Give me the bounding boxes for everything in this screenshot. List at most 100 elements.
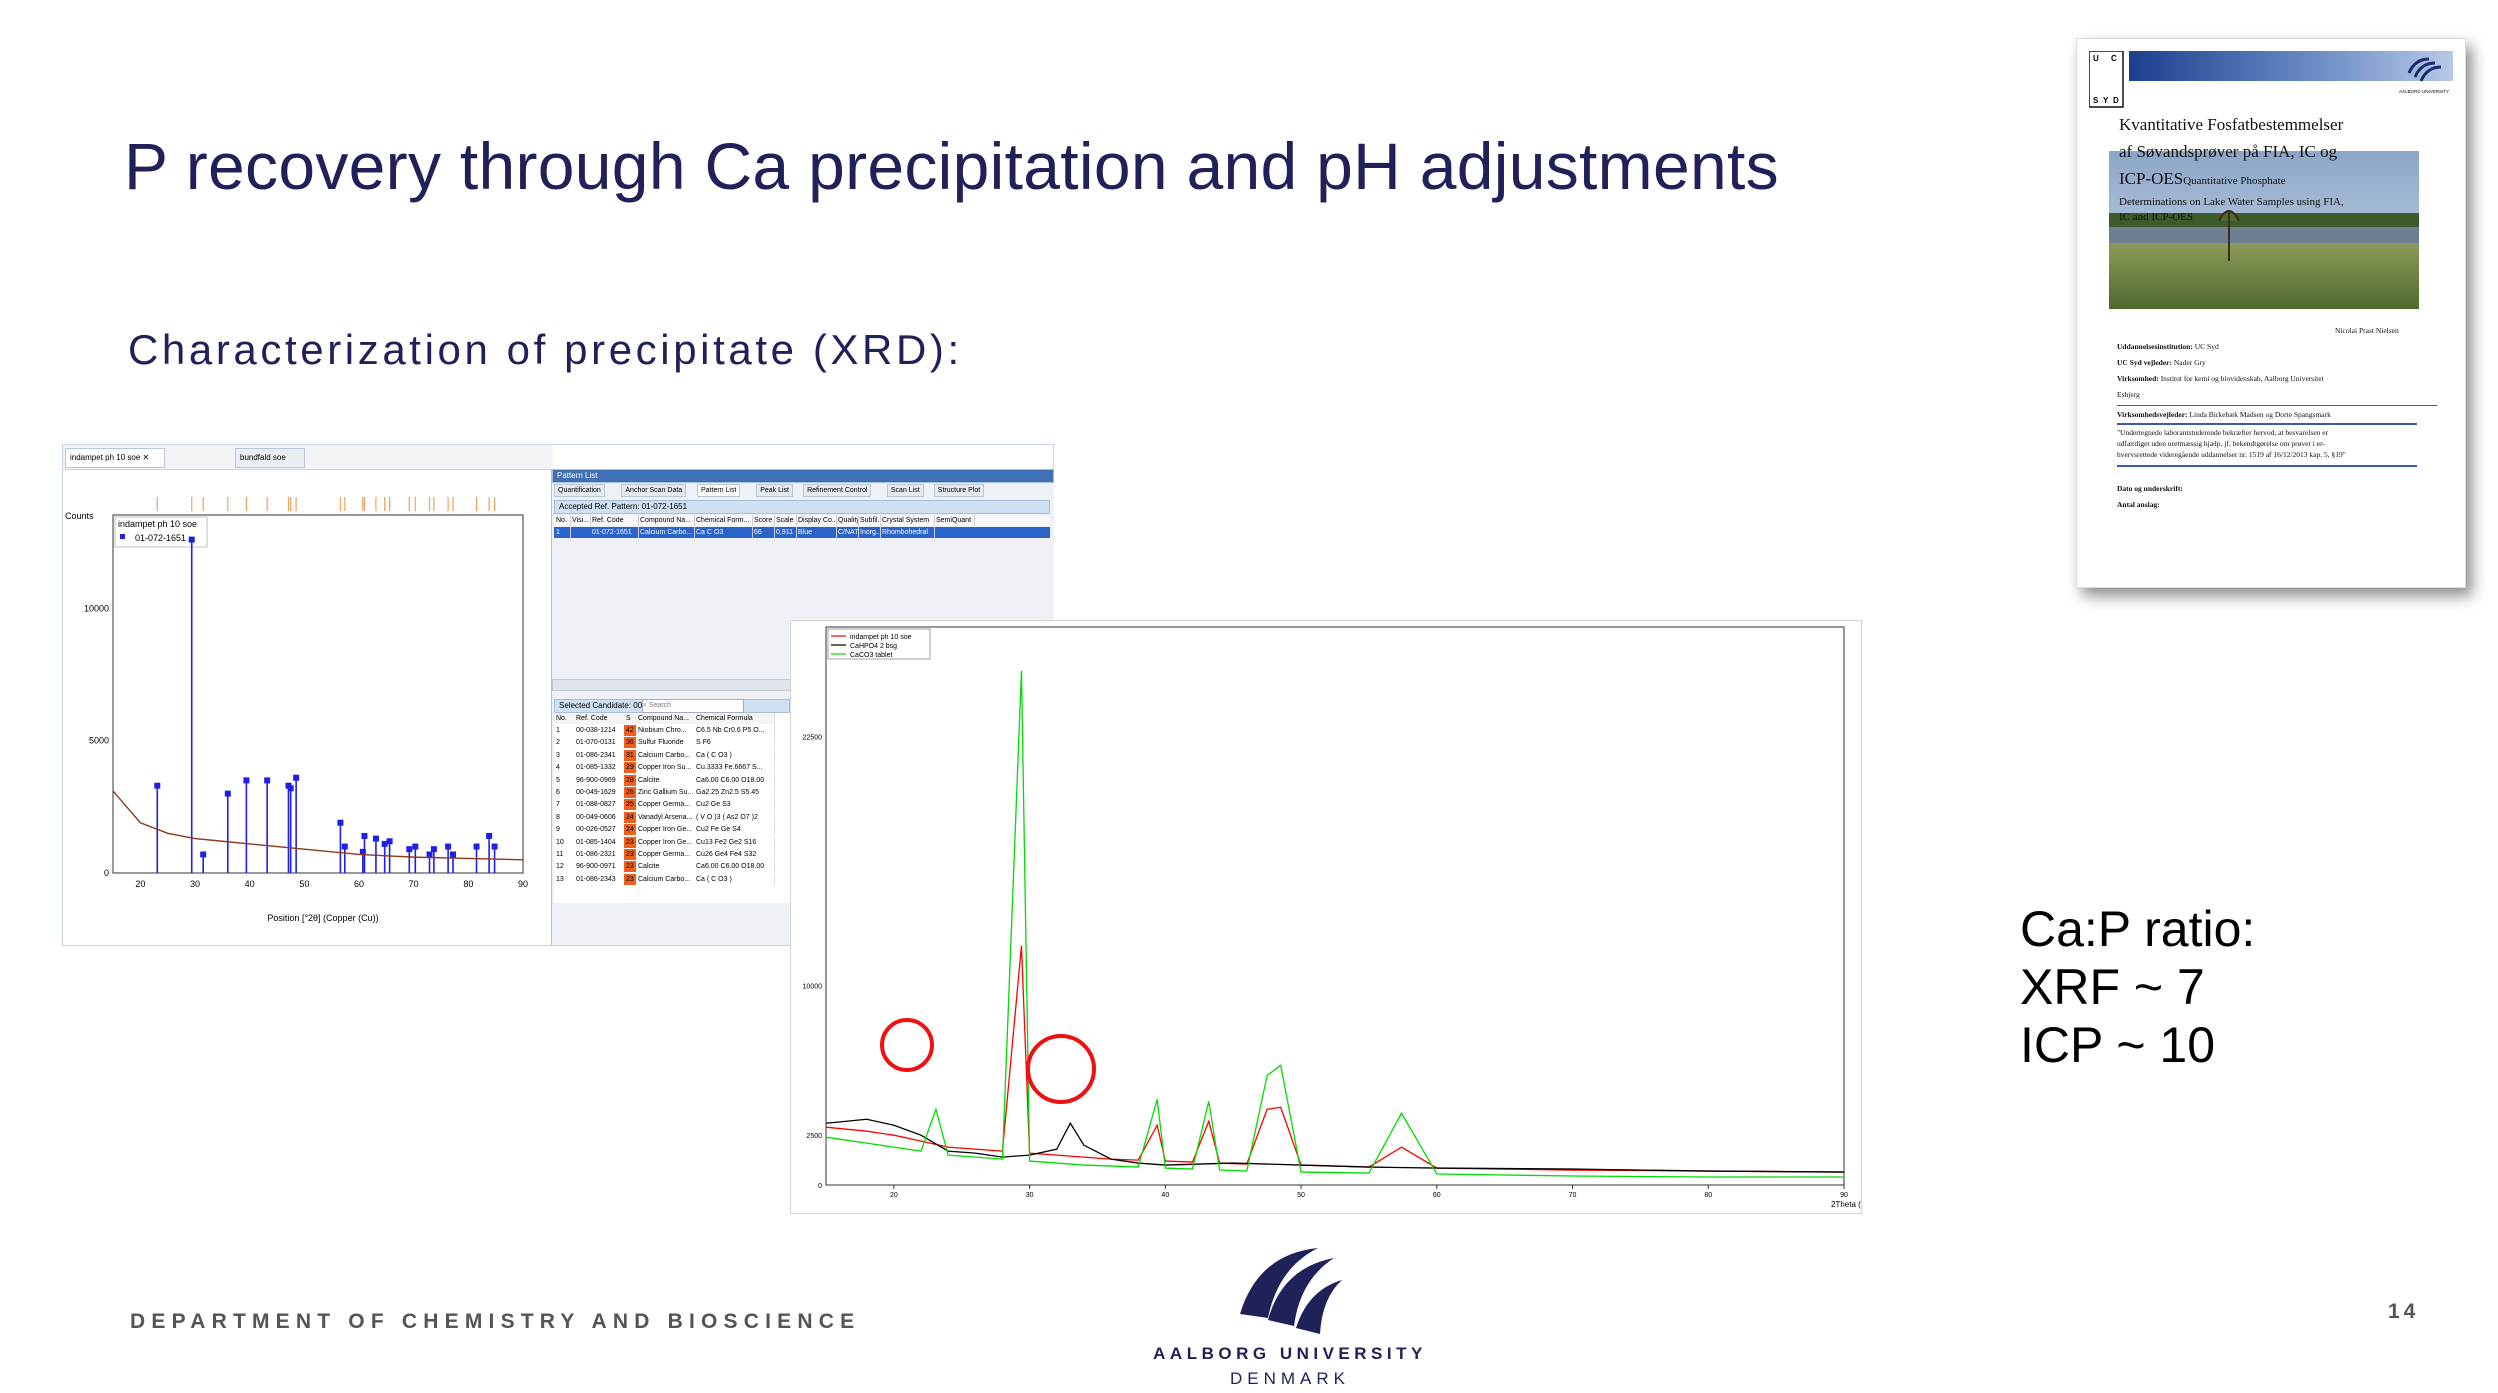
x-tick-label: 20 bbox=[890, 1192, 898, 1199]
column-header[interactable]: Ref. Code bbox=[574, 713, 625, 724]
y-tick-label: 0 bbox=[818, 1183, 822, 1190]
x-tick-label: 90 bbox=[1840, 1192, 1848, 1199]
x-tick-label: 80 bbox=[463, 879, 473, 889]
column-header: Quality bbox=[838, 515, 859, 526]
thesis-brand-small: AALBORG UNIVERSITY bbox=[2399, 89, 2449, 94]
table-cell: Copper Iron Ge... bbox=[636, 836, 695, 848]
search-icon: ⌕ bbox=[643, 702, 649, 709]
y-tick-label: 0 bbox=[104, 868, 109, 878]
table-cell: 00-049-1629 bbox=[574, 787, 625, 798]
table-cell: 01-086-2343 bbox=[574, 873, 625, 885]
panel-tab[interactable]: Quantification bbox=[554, 484, 605, 497]
table-cell: 4 bbox=[554, 762, 575, 774]
lake-landscape-photo bbox=[2109, 151, 2419, 309]
ratio-icp: ICP ~ 10 bbox=[2020, 1017, 2216, 1073]
table-cell: 01-086-2341 bbox=[574, 749, 625, 761]
overlay-legend: indampet ph 10 soe CaHPO4 2 bsg CaCO3 tabl… bbox=[827, 628, 931, 660]
candidate-table: No. Ref. Code S Compound Na... Chemical Form… bbox=[554, 713, 794, 903]
tab-scan-bundfald[interactable]: bundfald soe bbox=[235, 448, 305, 468]
reference-peak-marker bbox=[188, 536, 195, 543]
table-cell: 12 bbox=[554, 861, 575, 873]
reference-peak-marker bbox=[154, 782, 161, 789]
panel-tab[interactable]: Refinement Control bbox=[803, 484, 872, 497]
reference-peak-marker bbox=[287, 785, 294, 792]
thesis-meta-line: Uddannelsesinstitution: UC Syd bbox=[2117, 342, 2219, 351]
reference-peak-marker bbox=[224, 790, 231, 797]
table-cell: Cu.3333 Fe.6667 S... bbox=[694, 762, 775, 774]
aau-logo-icon bbox=[1240, 1248, 1342, 1334]
column-header[interactable]: No. bbox=[554, 713, 575, 724]
table-cell: C6.5 Nb Cr0.6 P5 O... bbox=[694, 725, 775, 736]
table-cell: 8 bbox=[554, 811, 575, 823]
thesis-divider bbox=[2117, 465, 2417, 467]
thesis-subtitle-line: IC and ICP-OES bbox=[2119, 211, 2193, 223]
table-cell: 96-900-0971 bbox=[574, 861, 625, 873]
column-header[interactable]: Compound Na... bbox=[636, 713, 695, 724]
pattern-plot: Counts indampet ph 10 soe 01-072-1651 10… bbox=[65, 497, 528, 923]
column-header[interactable]: Chemical Formula bbox=[694, 713, 775, 724]
reference-peak-marker bbox=[243, 777, 250, 784]
table-cell: 10 bbox=[554, 836, 575, 848]
reference-peak-marker bbox=[450, 851, 457, 858]
table-cell: Calcite bbox=[636, 774, 695, 786]
table-cell: Sulfur Fluoride bbox=[636, 737, 695, 749]
reference-peak-marker bbox=[293, 774, 300, 781]
table-cell: 3 bbox=[554, 749, 575, 761]
tab-scan-indampet[interactable]: indampet ph 10 soe ✕ bbox=[65, 448, 165, 468]
table-cell: 00-026-0527 bbox=[574, 824, 625, 836]
highlight-circle-1 bbox=[880, 1018, 934, 1072]
table-cell: 96-900-0969 bbox=[574, 774, 625, 786]
table-cell: S F6 bbox=[694, 737, 775, 749]
candidate-search-input[interactable]: ⌕ Search bbox=[642, 699, 744, 713]
table-cell: Niobium Chro... bbox=[636, 725, 695, 736]
pattern-table-row[interactable]: 1 01-072-1651 Calcium Carbo... Ca C O3 66 0,9… bbox=[554, 527, 1050, 538]
panel-tab[interactable]: Structure Plot bbox=[933, 484, 985, 497]
table-cell: Copper Germa... bbox=[636, 849, 695, 860]
x-tick-label: 70 bbox=[1569, 1192, 1577, 1199]
table-cell: 01-070-0131 bbox=[574, 737, 625, 749]
panel-tab[interactable]: Pattern List bbox=[697, 484, 741, 497]
reference-peak-marker bbox=[264, 777, 271, 784]
aau-wordmark: AALBORG UNIVERSITY bbox=[1153, 1344, 1427, 1363]
y-tick-label: 10000 bbox=[84, 603, 109, 613]
table-cell: Copper Iron Ge... bbox=[636, 824, 695, 836]
page-number: 14 bbox=[2388, 1300, 2420, 1323]
y-tick-label: 10000 bbox=[803, 984, 823, 991]
reference-peak-marker bbox=[491, 843, 498, 850]
thesis-meta-line: Esbjerg bbox=[2117, 390, 2140, 399]
column-header: Score bbox=[752, 515, 775, 526]
thesis-meta-line: Virksomhed: Institut for kemi og biovide… bbox=[2117, 374, 2324, 383]
panel-tab[interactable]: Anchor Scan Data bbox=[621, 484, 687, 497]
ucsyd-logo bbox=[2089, 51, 2124, 108]
reference-peak-marker bbox=[486, 832, 493, 839]
slide-subtitle: Characterization of precipitate (XRD): bbox=[128, 326, 963, 373]
highlight-circle-2 bbox=[1026, 1034, 1096, 1104]
panel-tab[interactable]: Peak List bbox=[756, 484, 793, 497]
table-cell: 66 bbox=[752, 527, 775, 538]
table-cell: Copper Germa... bbox=[636, 799, 695, 811]
reference-peak-marker bbox=[341, 843, 348, 850]
table-cell: 01-085-1332 bbox=[574, 762, 625, 774]
table-cell: Rhombohedral bbox=[880, 527, 935, 538]
ratio-heading: Ca:P ratio: bbox=[2020, 901, 2256, 957]
panel-tab[interactable]: Scan List bbox=[886, 484, 924, 497]
legend-label: CaHPO4 2 bsg bbox=[850, 643, 897, 650]
table-cell: 01-086-2321 bbox=[574, 849, 625, 860]
table-cell: Calcium Carbo... bbox=[636, 749, 695, 761]
reference-peak-marker bbox=[361, 832, 368, 839]
overlay-series-line bbox=[825, 1118, 1845, 1173]
footer-department: DEPARTMENT OF CHEMISTRY AND BIOSCIENCE bbox=[130, 1310, 861, 1333]
x-tick-label: 40 bbox=[1161, 1192, 1169, 1199]
reference-peak-marker bbox=[426, 851, 433, 858]
table-cell: Ca C O3 bbox=[694, 527, 753, 538]
table-cell: Copper Iron Su... bbox=[636, 762, 695, 774]
table-cell: ( V O )3 ( As2 O7 )2 bbox=[694, 811, 775, 823]
x-tick-label: 90 bbox=[518, 879, 528, 889]
reference-peak-marker bbox=[406, 846, 413, 853]
legend-marker bbox=[120, 534, 125, 539]
table-cell: Calcium Carbo... bbox=[638, 527, 695, 538]
table-cell: Calcium Carbo... bbox=[636, 873, 695, 885]
table-cell: Ca6.00 C6.00 O18.00 bbox=[694, 861, 775, 873]
thesis-date-label: Dato og underskrift: bbox=[2117, 484, 2183, 493]
